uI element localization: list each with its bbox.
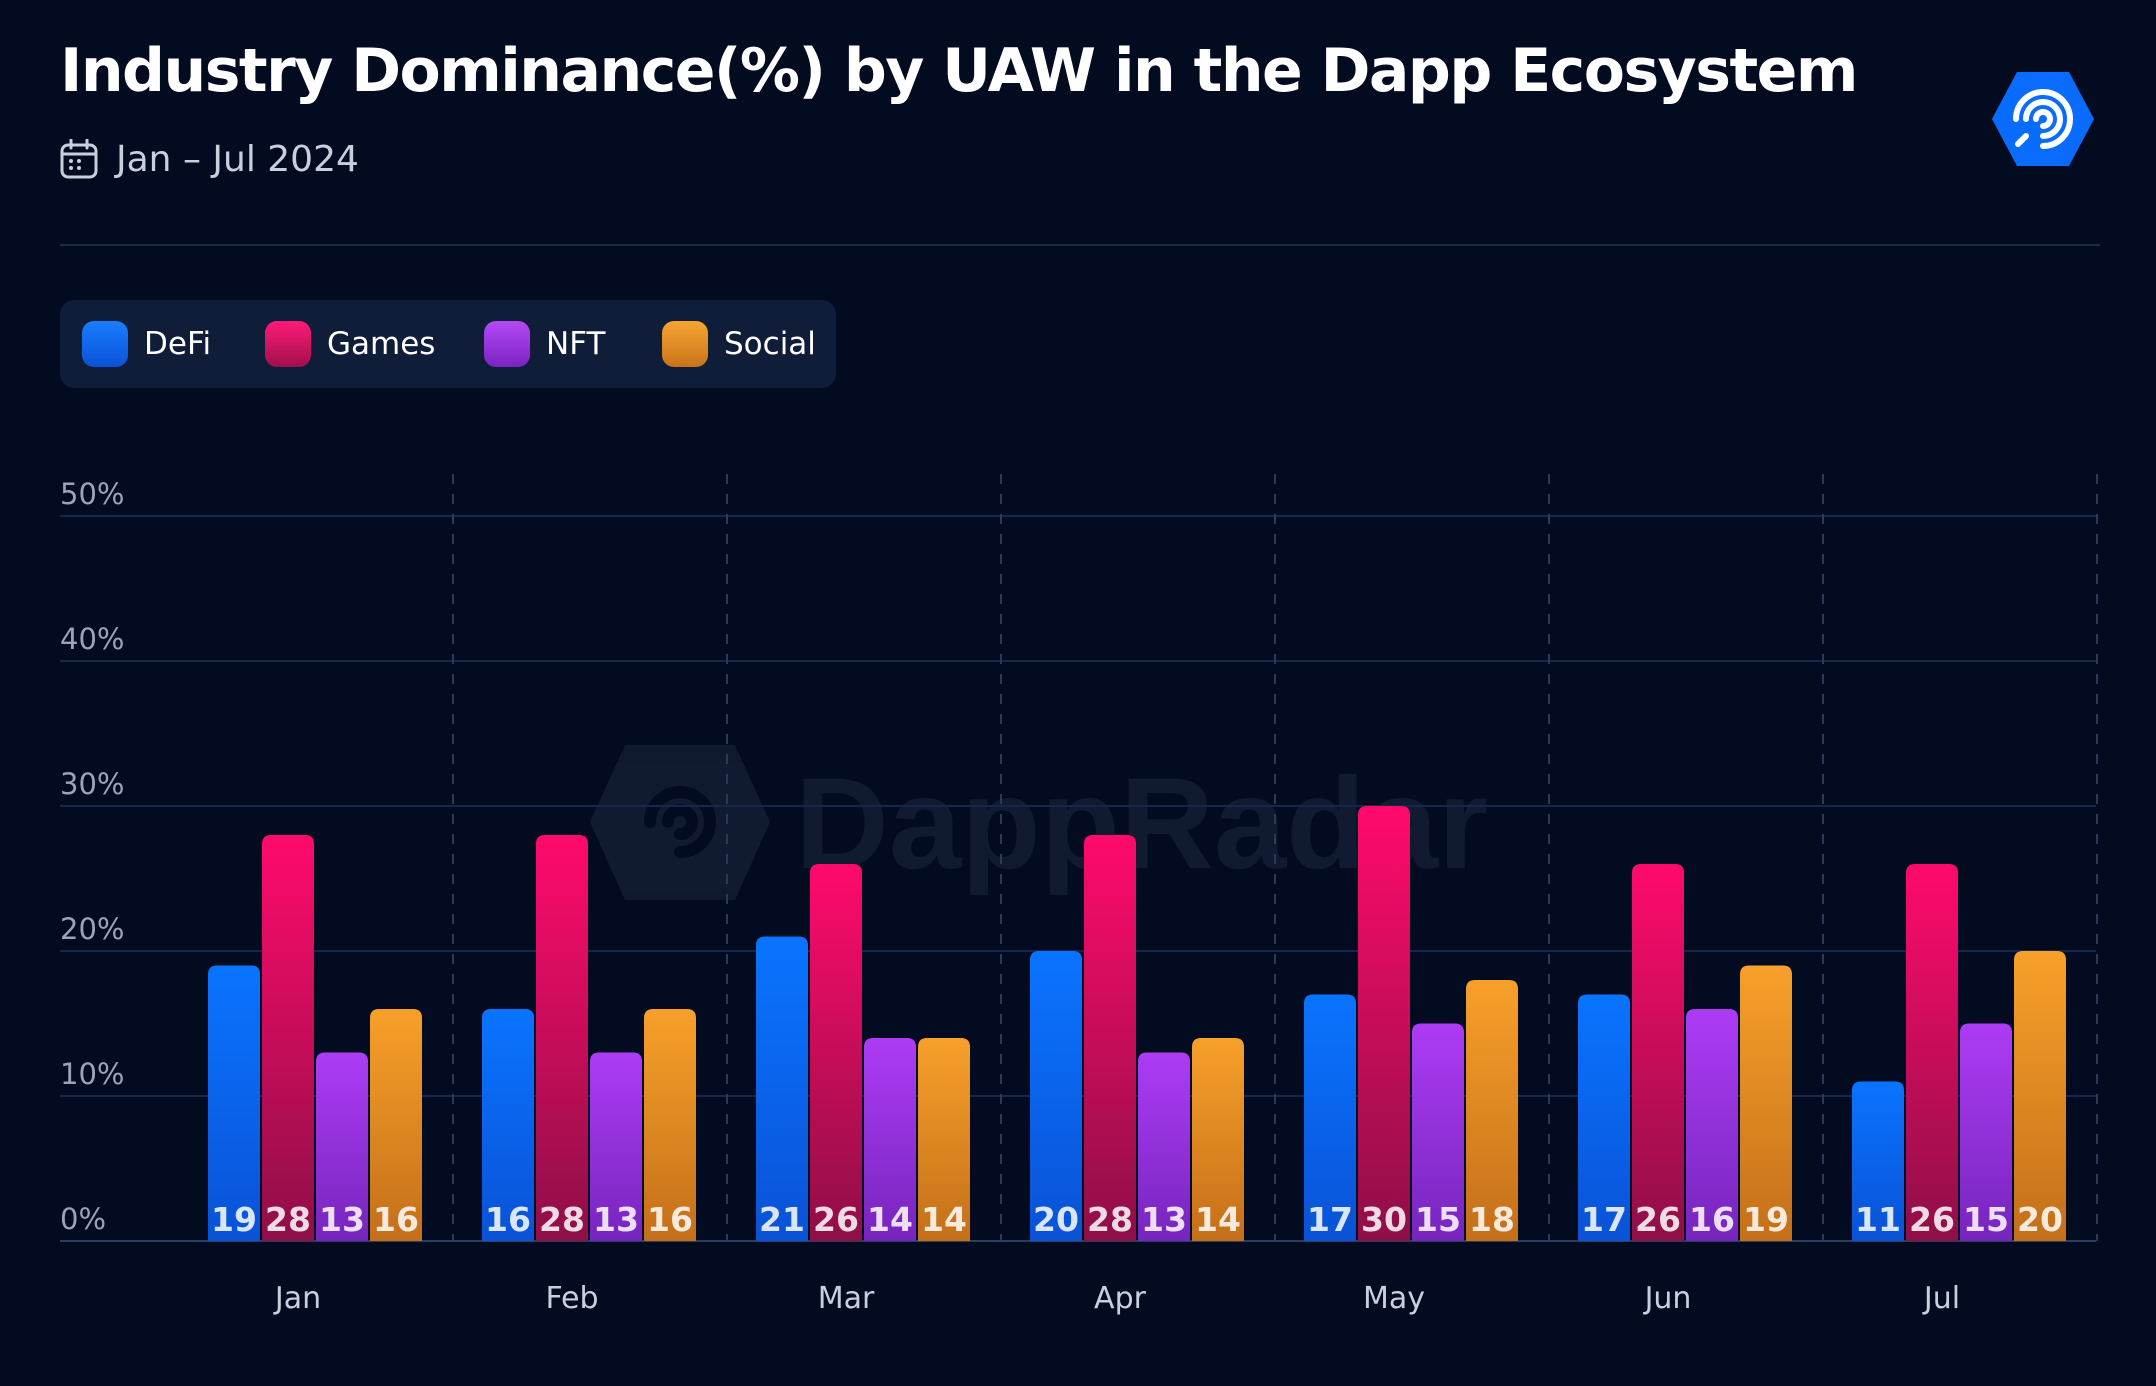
bar-nft-mar[interactable] (864, 1038, 916, 1241)
bar-value-label: 15 (1415, 1200, 1461, 1239)
bar-value-label: 20 (1033, 1200, 1079, 1239)
bar-value-label: 30 (1361, 1200, 1407, 1239)
bar-value-label: 28 (1087, 1200, 1133, 1239)
bar-social-jan[interactable] (370, 1009, 422, 1241)
y-tick-label: 40% (60, 622, 124, 656)
x-tick-label: Apr (1094, 1281, 1147, 1316)
date-range-row: Jan – Jul 2024 (60, 136, 359, 182)
x-tick-label: Jan (273, 1281, 321, 1316)
legend-item-games[interactable]: Games (265, 320, 435, 368)
bar-value-label: 17 (1581, 1200, 1627, 1239)
bar-nft-may[interactable] (1412, 1023, 1464, 1242)
y-tick-label: 0% (60, 1202, 106, 1236)
bar-defi-may[interactable] (1304, 994, 1356, 1242)
legend-label-games: Games (327, 326, 436, 362)
bar-value-label: 14 (921, 1200, 967, 1239)
calendar-icon (60, 139, 98, 179)
bar-social-may[interactable] (1466, 980, 1518, 1241)
bar-nft-feb[interactable] (590, 1052, 642, 1242)
bar-value-label: 14 (1195, 1200, 1241, 1239)
bar-value-label: 26 (813, 1200, 859, 1239)
bar-social-jun[interactable] (1740, 965, 1792, 1242)
bar-value-label: 16 (1689, 1200, 1735, 1239)
bars (208, 806, 2066, 1241)
bar-value-label: 16 (485, 1200, 531, 1239)
bar-value-label: 13 (593, 1200, 639, 1239)
bar-nft-jun[interactable] (1686, 1009, 1738, 1241)
y-axis: 0% 10% 20% 30% 40% 50% (60, 477, 124, 1236)
x-tick-label: Jul (1922, 1281, 1960, 1316)
bar-value-label: 18 (1469, 1200, 1515, 1239)
bar-value-label: 16 (373, 1200, 419, 1239)
legend-label-social: Social (724, 326, 816, 362)
bar-value-label: 28 (265, 1200, 311, 1239)
bar-games-apr[interactable] (1084, 835, 1136, 1241)
bar-defi-feb[interactable] (482, 1009, 534, 1241)
bar-value-label: 26 (1909, 1200, 1955, 1239)
x-tick-label: Mar (818, 1281, 875, 1316)
legend-label-nft: NFT (546, 326, 606, 362)
dappradar-logo-icon (1990, 70, 2096, 168)
date-range-text: Jan – Jul 2024 (116, 138, 359, 180)
bar-value-label: 11 (1855, 1200, 1901, 1239)
bar-games-jan[interactable] (262, 835, 314, 1241)
bar-nft-jul[interactable] (1960, 1023, 2012, 1242)
legend-label-defi: DeFi (144, 326, 212, 362)
bar-defi-jun[interactable] (1578, 994, 1630, 1242)
chart-legend: DeFi Games NFT Social (60, 300, 836, 388)
y-tick-label: 10% (60, 1057, 124, 1091)
y-tick-label: 50% (60, 477, 124, 511)
bar-value-label: 20 (2017, 1200, 2063, 1239)
bar-social-feb[interactable] (644, 1009, 696, 1241)
legend-item-nft[interactable]: NFT (484, 320, 605, 368)
x-tick-label: May (1363, 1281, 1425, 1316)
bar-value-label: 17 (1307, 1200, 1353, 1239)
bar-defi-apr[interactable] (1030, 951, 1082, 1241)
bar-games-jun[interactable] (1632, 864, 1684, 1241)
bar-value-label: 19 (1743, 1200, 1789, 1239)
bar-games-may[interactable] (1358, 806, 1410, 1241)
legend-item-social[interactable]: Social (662, 320, 816, 368)
bar-games-feb[interactable] (536, 835, 588, 1241)
bar-games-mar[interactable] (810, 864, 862, 1241)
bar-defi-mar[interactable] (756, 936, 808, 1242)
x-tick-label: Feb (545, 1281, 598, 1316)
bar-value-label: 19 (211, 1200, 257, 1239)
bar-defi-jan[interactable] (208, 965, 260, 1242)
bar-social-mar[interactable] (918, 1038, 970, 1241)
data-labels: 19 28 13 16 16 28 13 16 21 26 14 14 20 28 13 14 17 30 15 18… (211, 1200, 2063, 1239)
x-tick-label: Jun (1643, 1281, 1692, 1316)
bar-value-label: 26 (1635, 1200, 1681, 1239)
bar-value-label: 13 (319, 1200, 365, 1239)
header-divider (60, 244, 2100, 246)
dappradar-watermark: DappRadar (590, 745, 1488, 900)
y-tick-label: 20% (60, 912, 124, 946)
legend-swatch-games (265, 321, 311, 367)
bar-nft-jan[interactable] (316, 1052, 368, 1242)
x-axis: Jan Feb Mar Apr May Jun Jul (273, 1281, 1960, 1316)
legend-swatch-social (662, 321, 708, 367)
legend-swatch-defi (82, 321, 128, 367)
legend-swatch-nft (484, 321, 530, 367)
bar-value-label: 15 (1963, 1200, 2009, 1239)
y-tick-label: 30% (60, 767, 124, 801)
chart-title: Industry Dominance(%) by UAW in the Dapp… (60, 36, 1858, 106)
bar-defi-jul[interactable] (1852, 1081, 1904, 1242)
bar-value-label: 16 (647, 1200, 693, 1239)
bar-value-label: 21 (759, 1200, 805, 1239)
bar-value-label: 28 (539, 1200, 585, 1239)
legend-item-defi[interactable]: DeFi (82, 320, 211, 368)
bar-nft-apr[interactable] (1138, 1052, 1190, 1242)
bar-value-label: 14 (867, 1200, 913, 1239)
bar-social-jul[interactable] (2014, 951, 2066, 1241)
bar-social-apr[interactable] (1192, 1038, 1244, 1241)
bar-games-jul[interactable] (1906, 864, 1958, 1241)
bar-value-label: 13 (1141, 1200, 1187, 1239)
